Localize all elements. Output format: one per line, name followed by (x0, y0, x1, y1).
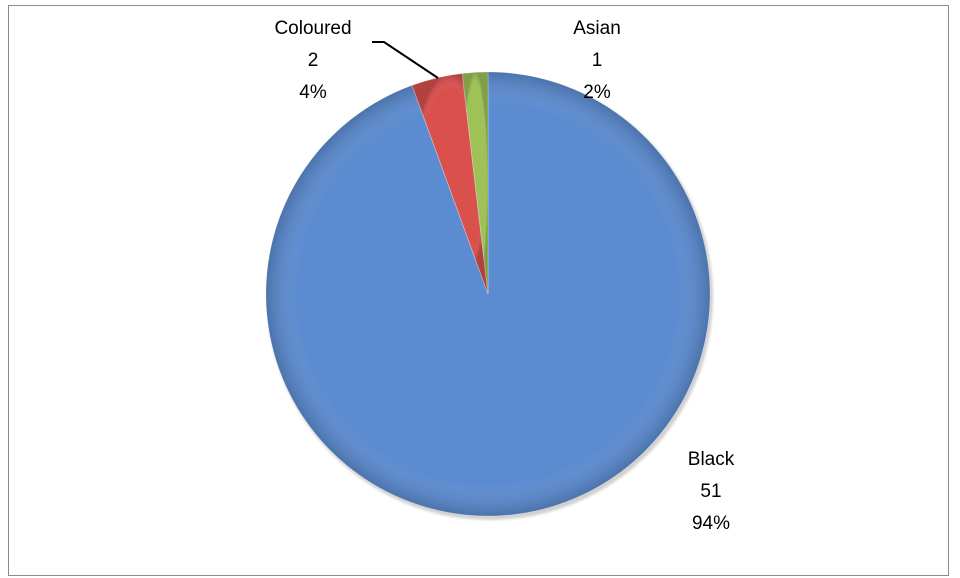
pie-slice-shading-black (266, 72, 711, 516)
data-label-coloured: Coloured 2 4% (274, 18, 351, 103)
data-label-black: Black 51 94% (688, 449, 735, 534)
label-percent-coloured: 4% (299, 82, 327, 103)
label-value-coloured: 2 (308, 50, 319, 71)
label-percent-asian: 2% (583, 82, 611, 103)
label-percent-black: 94% (692, 513, 730, 534)
pie-slice-shading-coloured (412, 73, 488, 294)
label-value-black: 51 (700, 481, 721, 502)
leader-line-coloured (372, 41, 439, 79)
data-label-asian: Asian 1 2% (573, 18, 621, 103)
pie-slice-shading-asian (462, 72, 488, 294)
label-value-asian: 1 (592, 50, 603, 71)
label-category-coloured: Coloured (274, 18, 351, 39)
label-category-black: Black (688, 449, 735, 470)
label-category-asian: Asian (573, 18, 621, 39)
